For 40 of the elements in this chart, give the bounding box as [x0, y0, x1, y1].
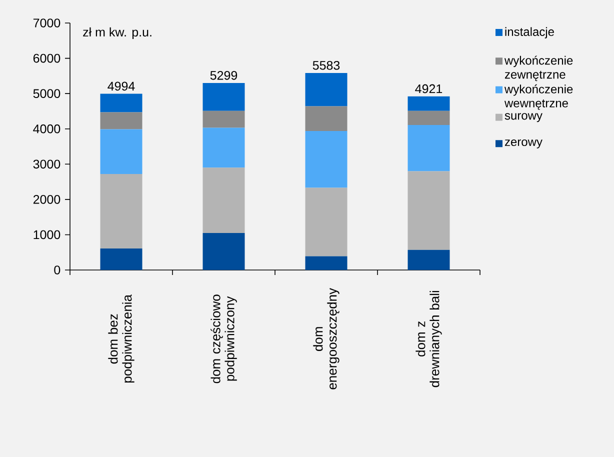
- bar: [305, 73, 348, 106]
- total-label: 5583: [312, 60, 340, 70]
- y-tick-label: 0: [54, 266, 60, 274]
- bar: [202, 128, 245, 168]
- y-tick-label: 1000: [34, 230, 60, 240]
- x-tick-label: dom z drewnianych bali: [416, 291, 442, 388]
- legend-label: surowy: [504, 113, 542, 122]
- y-tick-label: 4000: [33, 124, 60, 134]
- bar: [202, 110, 245, 128]
- y-tick-label: 3000: [33, 160, 60, 169]
- bar: [305, 188, 348, 256]
- y-tick-label: 2000: [33, 194, 60, 204]
- legend-label: instalacje: [505, 27, 554, 38]
- total-label: 4921: [415, 84, 442, 94]
- y-axis-title: zł m kw. p.u.: [83, 27, 152, 40]
- bar: [202, 168, 245, 233]
- bar: [100, 112, 142, 130]
- x-tick-label: dom energooszczędny: [313, 288, 340, 390]
- bar: [305, 256, 348, 270]
- bar: [202, 232, 245, 270]
- bar: [202, 83, 245, 111]
- bar: [100, 129, 142, 174]
- total-label: 4994: [108, 82, 135, 91]
- bar: [305, 106, 348, 131]
- bar: [408, 171, 450, 250]
- bar: [100, 174, 142, 248]
- bar: [100, 248, 142, 270]
- bar: [408, 96, 450, 111]
- total-label: 5299: [210, 70, 238, 80]
- bar: [305, 130, 348, 188]
- x-tick-label: dom bez podpiwniczenia: [108, 294, 134, 382]
- legend-label: zerowy: [504, 139, 542, 148]
- bar: [408, 110, 450, 125]
- bar: [100, 94, 142, 112]
- y-tick-label: 7000: [33, 18, 60, 28]
- bar: [408, 124, 450, 172]
- y-tick-label: 5000: [33, 89, 60, 98]
- bar: [408, 250, 450, 270]
- x-tick-label: dom częściowo podpiwniczony: [210, 294, 237, 384]
- y-tick-label: 6000: [33, 54, 60, 63]
